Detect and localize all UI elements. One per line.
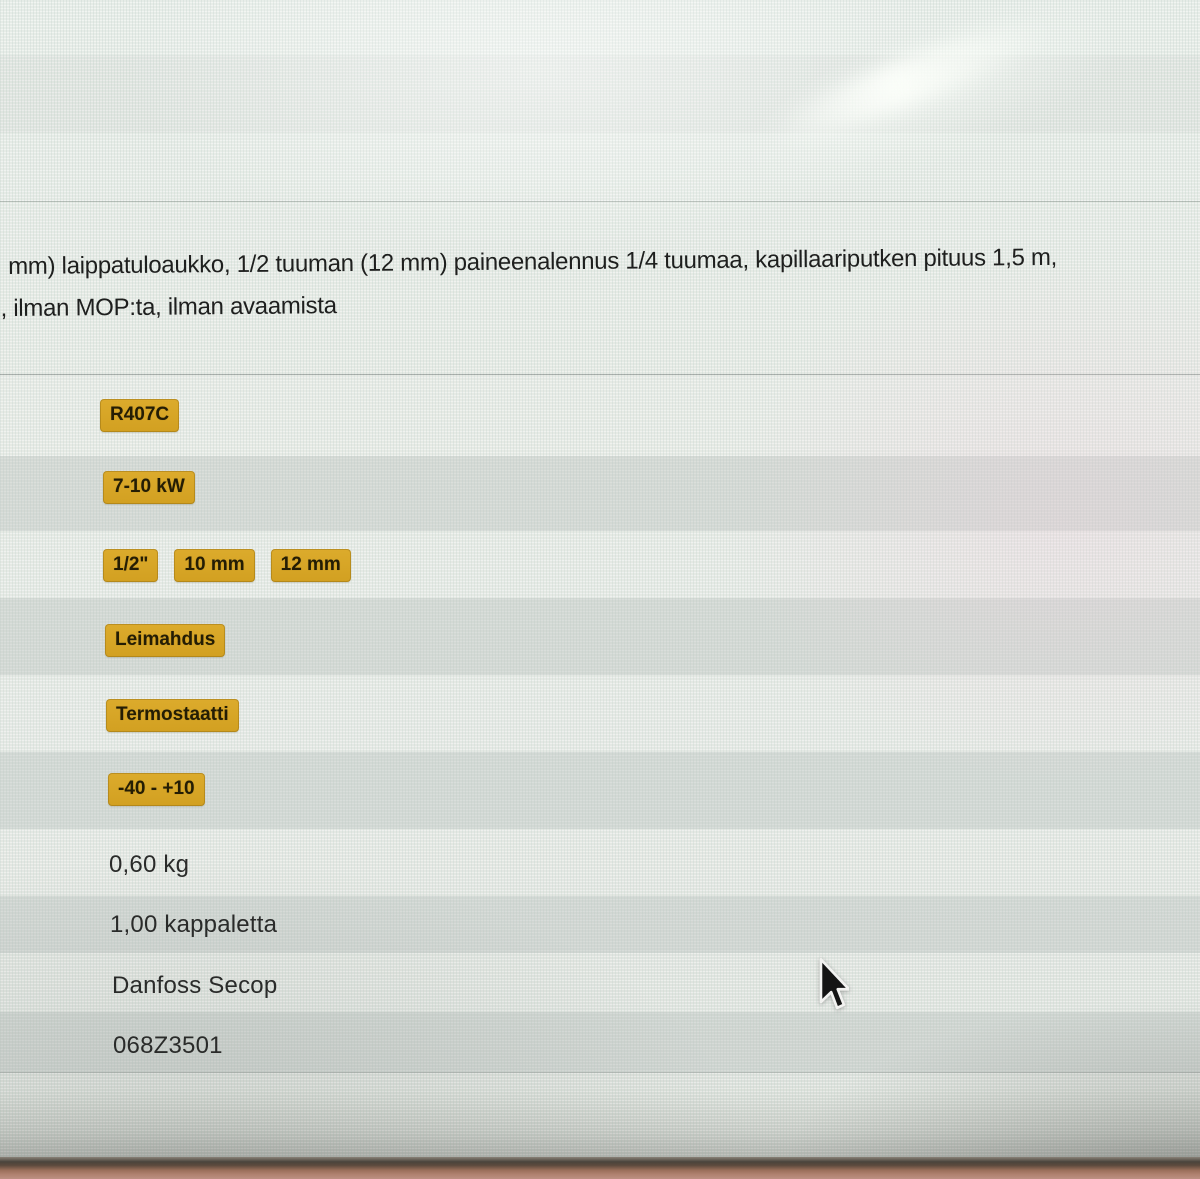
spec-row-0: R407C (0, 375, 1200, 456)
spec-badge[interactable]: 12 mm (270, 549, 351, 582)
spec-row-1: 7-10 kW (0, 456, 1200, 531)
spec-row-3: Leimahdus (0, 598, 1200, 675)
spec-row-5: -40 - +10 (0, 752, 1200, 829)
spec-row-7: 1,00 kappaletta (0, 896, 1200, 953)
screen-band (0, 55, 1200, 133)
screen-glare-glow (721, 0, 1119, 225)
spec-row-9: 068Z3501 (0, 1012, 1200, 1073)
spec-badge[interactable]: 1/2" (103, 549, 159, 582)
spec-badge[interactable]: Leimahdus (105, 624, 226, 657)
spec-row-6: 0,60 kg (0, 829, 1200, 896)
spec-row-4: Termostaatti (0, 675, 1200, 752)
screen-bezel-desk-edge (0, 1157, 1200, 1179)
spec-value: 1,00 kappaletta (110, 911, 278, 938)
divider-top (0, 201, 1200, 202)
product-description: mm) laippatuloaukko, 1/2 tuuman (12 mm) … (0, 236, 1189, 330)
screen-bottom-shadow (0, 1090, 1200, 1157)
spec-value: Danfoss Secop (112, 972, 278, 999)
spec-badge[interactable]: Termostaatti (106, 699, 239, 732)
spec-badge[interactable]: 10 mm (174, 549, 255, 582)
spec-value: 068Z3501 (113, 1032, 223, 1059)
spec-table: R407C 7-10 kW 1/2" 10 mm 12 mm Leimahdus Termo… (0, 375, 1200, 1073)
spec-badge[interactable]: -40 - +10 (108, 773, 205, 806)
description-line-2: , ilman MOP:ta, ilman avaamista (0, 292, 337, 323)
spec-badge[interactable]: 7-10 kW (103, 471, 195, 504)
spec-badge[interactable]: R407C (100, 399, 180, 432)
spec-value: 0,60 kg (109, 851, 190, 878)
screen-glare-streak (761, 5, 1059, 157)
spec-row-8: Danfoss Secop (0, 953, 1200, 1012)
spec-row-2: 1/2" 10 mm 12 mm (0, 531, 1200, 598)
